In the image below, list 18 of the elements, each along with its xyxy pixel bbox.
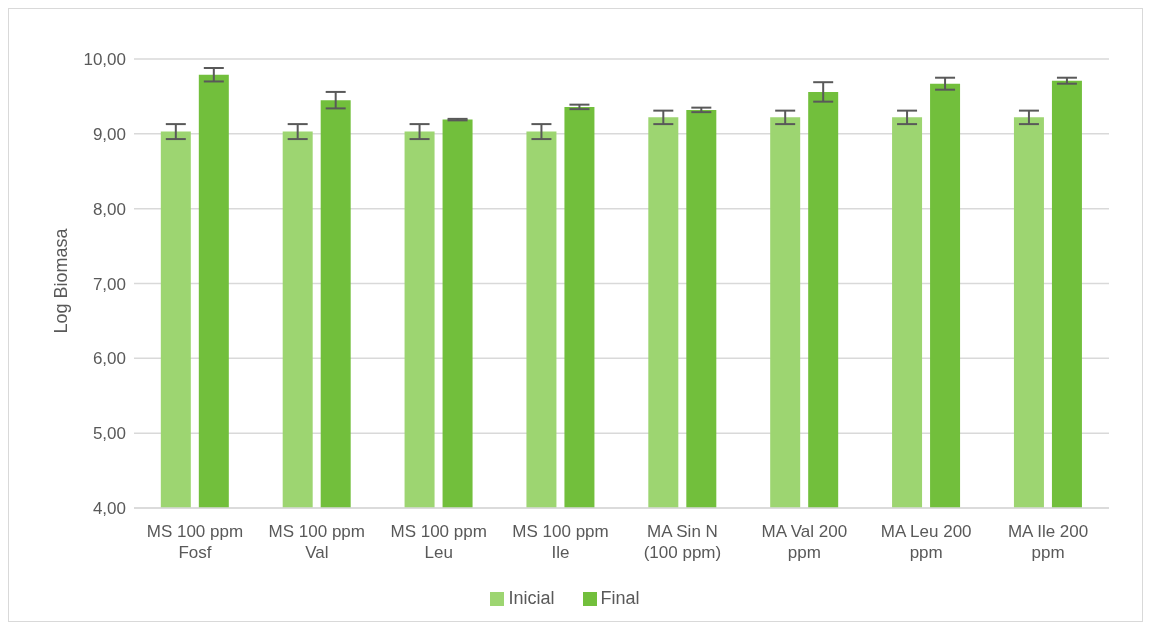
x-tick-label: MA Ile 200 ppm [1007,522,1089,562]
x-tick-label: MS 100 ppm Val [268,522,366,562]
x-tick-label: MA Sin N (100 ppm) [643,522,722,562]
x-tick-label: MS 100 ppm Leu [390,522,487,562]
x-tick-label: MS 100 ppm Fosf [146,522,244,562]
y-tick-label: 4,00 [92,499,126,519]
x-tick-label: MA Val 200 ppm [761,522,848,562]
y-tick-label: 10,00 [83,50,126,70]
y-tick-label: 8,00 [92,199,126,219]
y-tick-label: 7,00 [92,274,126,294]
y-tick-label: 6,00 [92,349,126,369]
x-tick-label: MS 100 ppm Ile [512,522,609,562]
x-tick-label: MA Leu 200 ppm [880,522,972,562]
legend-label: Inicial [508,588,555,608]
y-tick-label: 9,00 [92,124,126,144]
y-tick-label: 5,00 [92,424,126,444]
legend-label: Final [600,588,640,608]
y-axis-title: Log Biomasa [51,227,72,334]
